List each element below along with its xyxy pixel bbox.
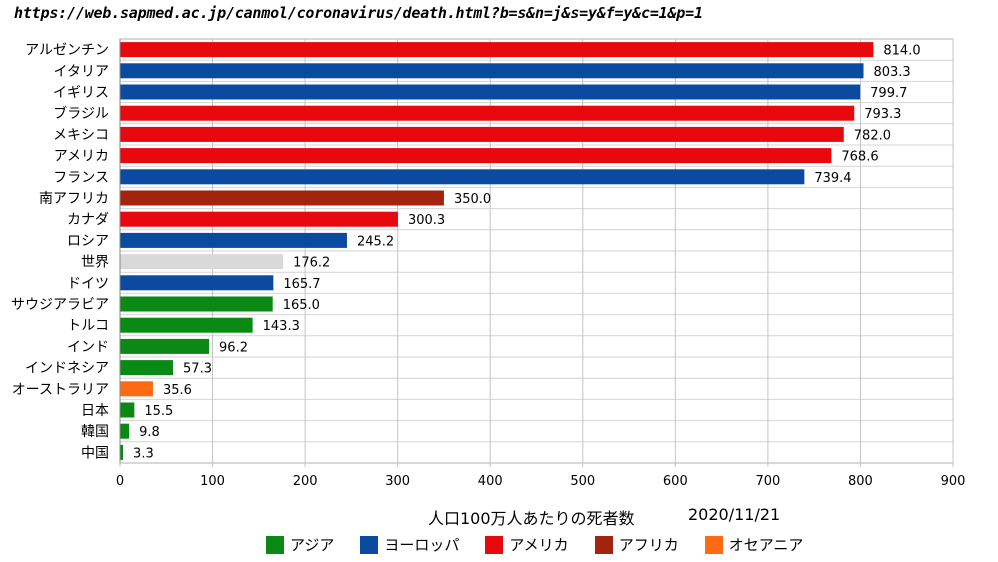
- bar: [120, 105, 855, 121]
- category-label: 日本: [81, 403, 109, 419]
- bar: [120, 211, 398, 227]
- value-label: 143.3: [263, 319, 300, 334]
- value-label: 176.2: [293, 256, 330, 271]
- value-label: 739.4: [814, 171, 851, 186]
- bar: [120, 232, 347, 248]
- legend-swatch: [266, 535, 284, 554]
- value-label: 165.0: [283, 298, 320, 313]
- legend-item: オセアニア: [704, 534, 804, 555]
- category-label: アメリカ: [54, 149, 109, 165]
- category-label: メキシコ: [53, 127, 109, 143]
- value-label: 814.0: [883, 44, 920, 59]
- bar: [120, 148, 832, 164]
- legend-label: ヨーロッパ: [384, 536, 460, 554]
- legend-swatch: [704, 535, 723, 554]
- legend-label: アフリカ: [618, 536, 679, 554]
- category-label: インドネシア: [25, 361, 109, 377]
- category-label: イギリス: [53, 85, 109, 101]
- x-axis-label: 人口100万人あたりの死者数: [428, 509, 635, 528]
- legend-swatch: [360, 535, 379, 554]
- bar: [120, 84, 861, 100]
- value-label: 793.3: [864, 107, 901, 122]
- bar: [120, 381, 153, 397]
- x-tick-label: 500: [570, 474, 595, 489]
- category-label: サウジアラビア: [11, 297, 109, 313]
- x-tick-label: 800: [848, 474, 873, 489]
- bar: [120, 402, 135, 418]
- bar-chart: 814.0 803.3 799.7 793.3 782.0 768.6 739.4 350.0…: [11, 38, 966, 489]
- category-label: イタリア: [54, 64, 109, 80]
- legend-label: アメリカ: [509, 536, 569, 554]
- bar: [120, 169, 805, 185]
- value-label: 35.6: [163, 383, 192, 398]
- category-label: ロシア: [67, 233, 109, 249]
- x-tick-label: 300: [385, 474, 410, 489]
- category-label: フランス: [53, 170, 109, 186]
- value-label: 96.2: [219, 340, 248, 355]
- category-label: オーストラリア: [12, 382, 109, 398]
- x-tick-label: 200: [293, 474, 318, 489]
- x-tick-label: 400: [478, 474, 503, 489]
- value-label: 3.3: [133, 446, 154, 461]
- bar: [120, 190, 444, 206]
- legend-label: オセアニア: [728, 536, 804, 554]
- bar: [120, 63, 864, 79]
- value-label: 803.3: [873, 65, 910, 80]
- category-label: ブラジル: [53, 105, 109, 122]
- chart-date: 2020/11/21: [688, 505, 781, 524]
- source-url: https://web.sapmed.ac.jp/canmol/coronavi…: [14, 4, 703, 22]
- category-label: 中国: [81, 445, 109, 461]
- category-label: 韓国: [81, 424, 109, 440]
- bar: [120, 338, 210, 354]
- legend-item: アジア: [266, 534, 334, 555]
- category-label: 世界: [81, 255, 109, 271]
- bar: [120, 42, 874, 58]
- legend-swatch: [485, 535, 504, 554]
- category-label: インド: [67, 339, 109, 355]
- bar: [120, 126, 844, 142]
- bar: [120, 360, 174, 376]
- category-label: トルコ: [67, 318, 109, 334]
- legend-item: アメリカ: [485, 534, 569, 555]
- value-label: 57.3: [183, 362, 212, 377]
- category-label: アルゼンチン: [25, 43, 109, 59]
- value-label: 799.7: [870, 86, 907, 101]
- value-label: 245.2: [357, 234, 394, 249]
- x-tick-label: 600: [663, 474, 688, 489]
- category-label: 南アフリカ: [39, 191, 109, 207]
- value-label: 782.0: [854, 128, 891, 143]
- legend-item: アフリカ: [594, 534, 679, 555]
- legend: アジア ヨーロッパ アメリカ アフリカ オセアニア: [266, 534, 829, 555]
- bar: [120, 254, 284, 270]
- x-tick-label: 900: [941, 474, 966, 489]
- legend-label: アジア: [290, 536, 335, 554]
- bar: [120, 444, 124, 460]
- x-tick-label: 0: [116, 474, 124, 489]
- value-label: 165.7: [283, 277, 320, 292]
- bar: [120, 317, 253, 333]
- bar: [120, 423, 130, 439]
- category-label: ドイツ: [67, 276, 109, 292]
- value-label: 300.3: [408, 213, 445, 228]
- value-label: 9.8: [139, 425, 160, 440]
- legend-item: ヨーロッパ: [360, 534, 459, 555]
- category-label: カナダ: [67, 212, 109, 228]
- bar: [120, 296, 273, 312]
- x-tick-label: 100: [200, 474, 225, 489]
- bar: [120, 275, 274, 291]
- value-label: 15.5: [144, 404, 173, 419]
- value-label: 350.0: [454, 192, 491, 207]
- x-tick-label: 700: [755, 474, 780, 489]
- legend-swatch: [594, 535, 613, 554]
- value-label: 768.6: [841, 150, 878, 165]
